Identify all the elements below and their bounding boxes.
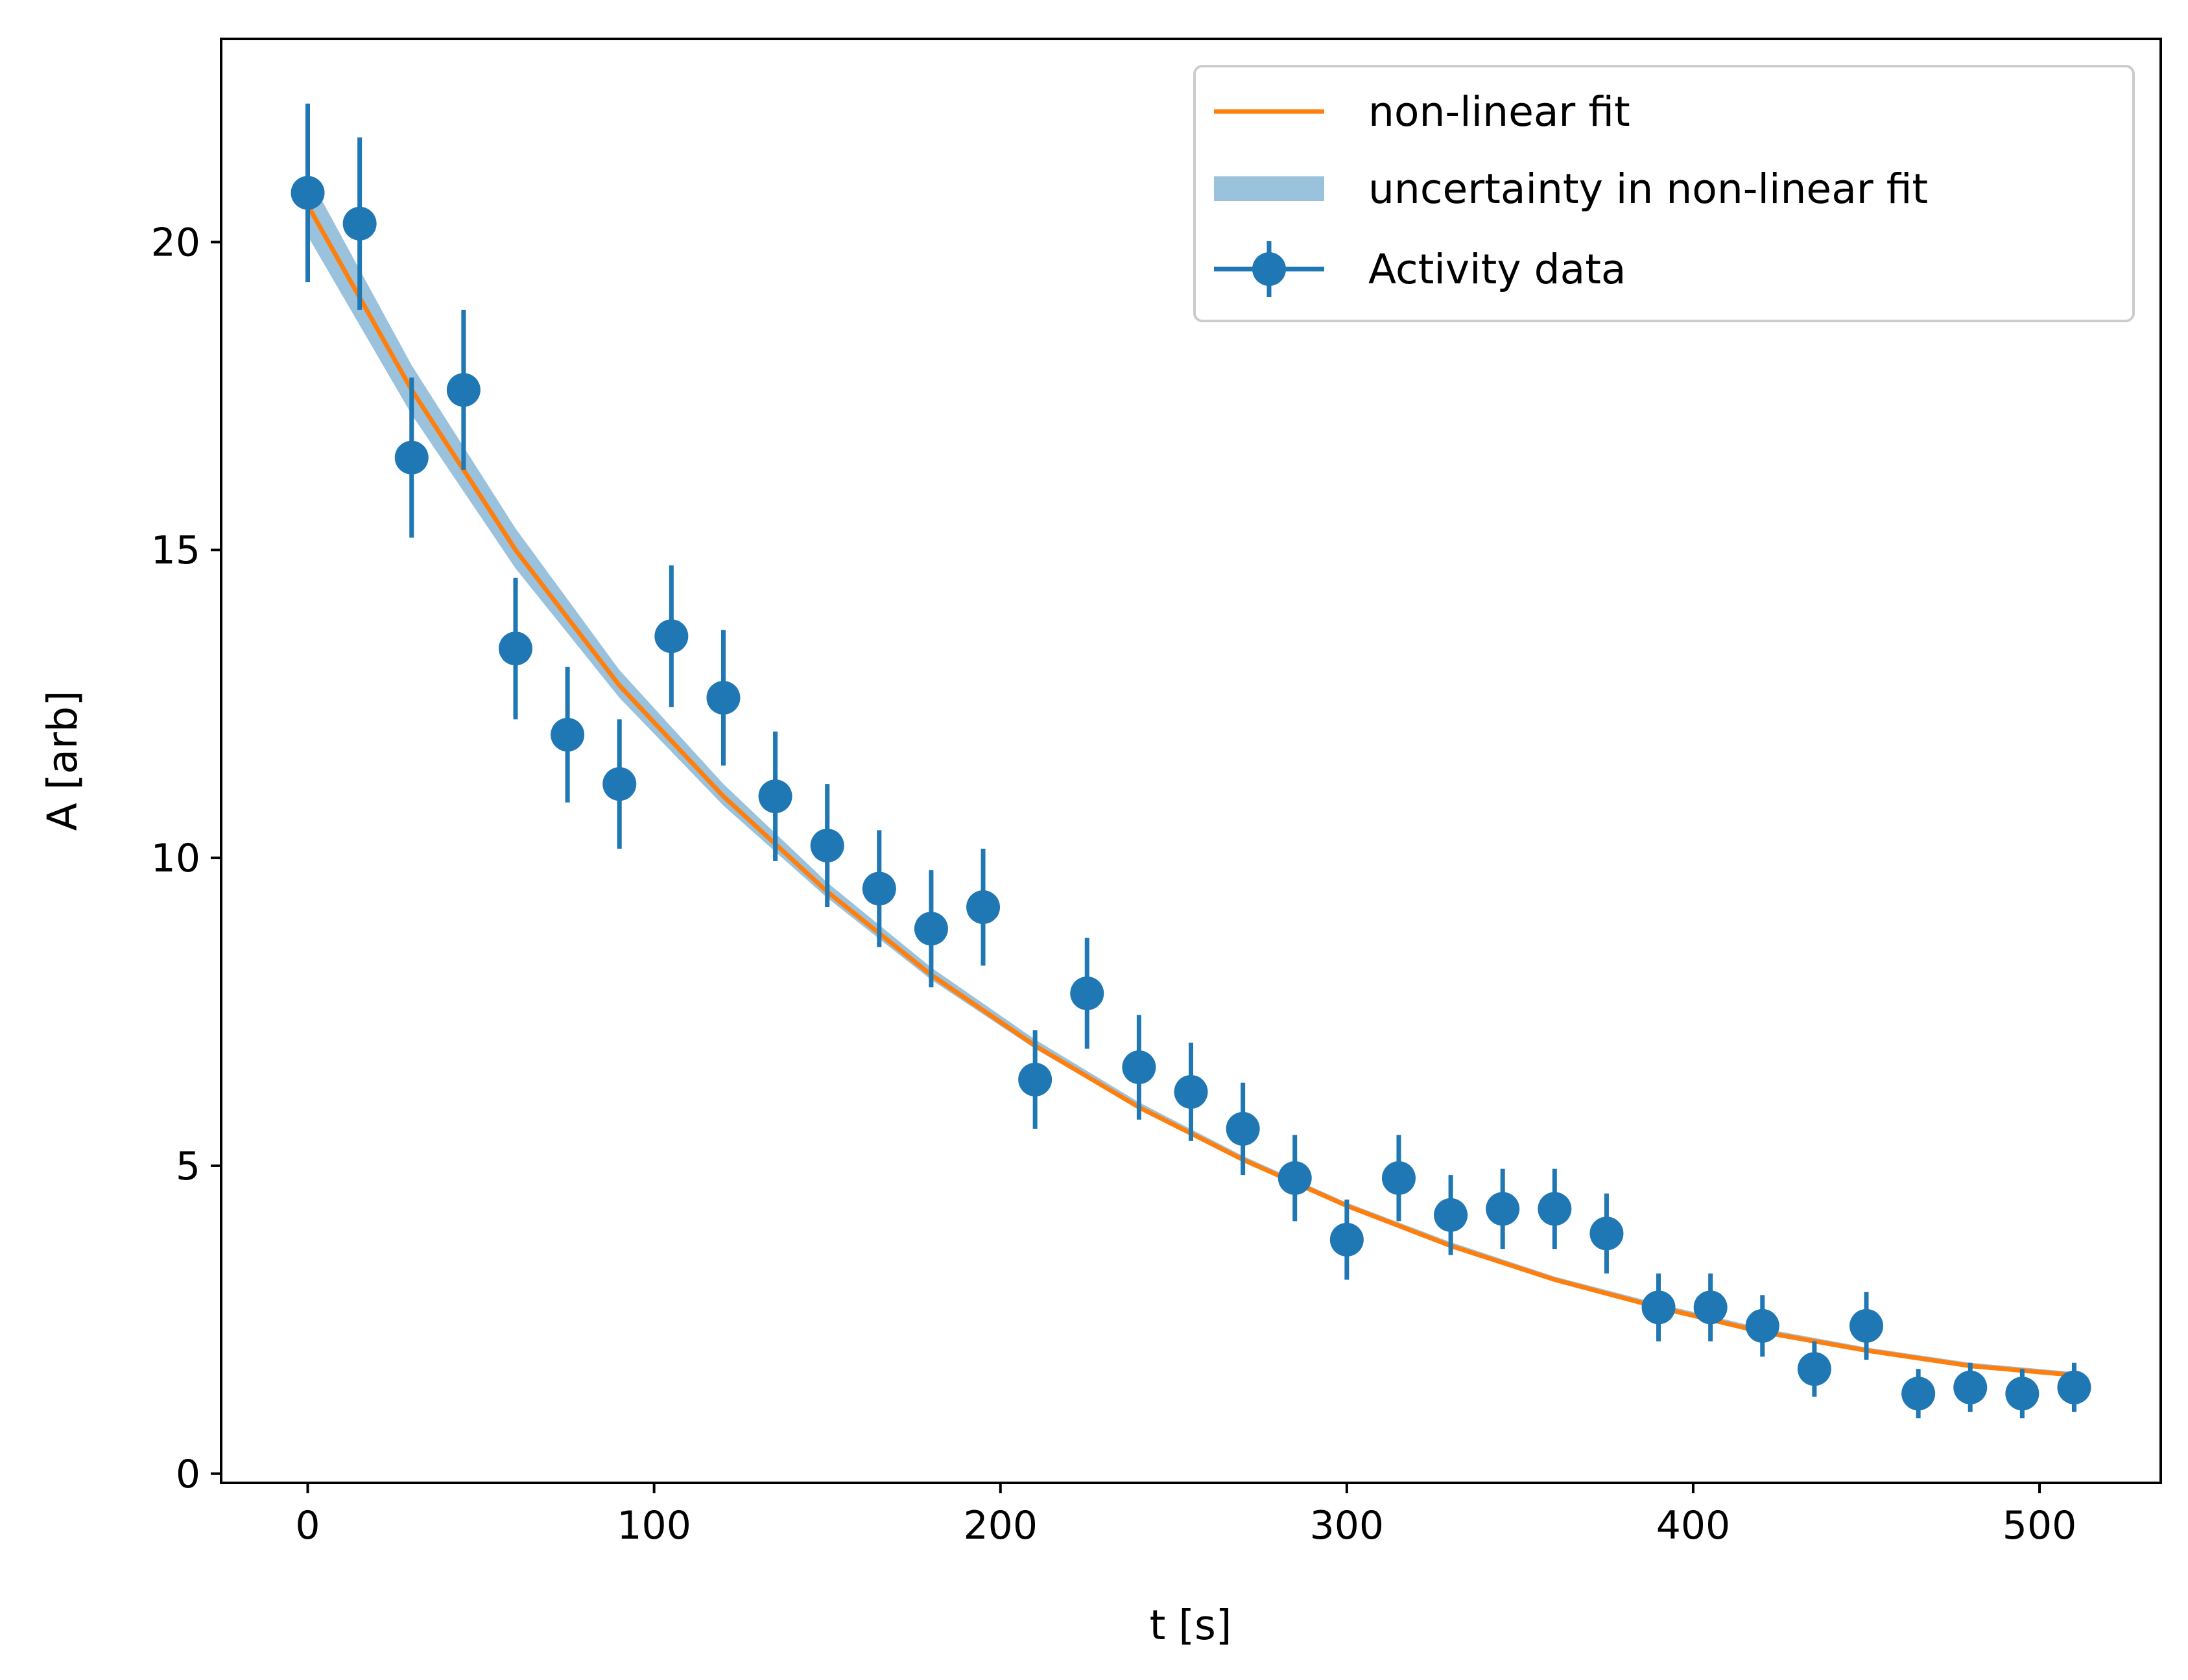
data-point <box>446 373 481 407</box>
data-point <box>394 440 429 475</box>
data-point <box>758 779 792 814</box>
y-tick-label: 10 <box>151 836 200 881</box>
legend-label-uncertainty: uncertainty in non-linear fit <box>1368 165 1928 213</box>
x-tick-label: 300 <box>1310 1503 1385 1548</box>
data-point <box>1797 1352 1831 1386</box>
data-point <box>1278 1161 1312 1195</box>
data-point <box>1226 1111 1260 1146</box>
legend-box <box>1193 65 2135 322</box>
plot-area <box>291 103 2091 1419</box>
data-point <box>2057 1370 2091 1404</box>
data-point <box>1953 1370 1988 1404</box>
legend-band-swatch <box>1214 176 1324 201</box>
data-point <box>498 632 532 666</box>
y-tick-label: 0 <box>176 1452 200 1497</box>
y-tick-label: 5 <box>176 1144 200 1189</box>
data-point <box>1538 1192 1572 1226</box>
data-point <box>1381 1161 1416 1195</box>
y-tick-label: 20 <box>151 220 200 265</box>
legend: non-linear fit uncertainty in non-linear… <box>1193 65 2135 322</box>
data-point <box>914 912 948 946</box>
x-axis: 0 100 200 300 400 500 <box>295 1483 2076 1548</box>
data-point <box>810 829 844 863</box>
data-point <box>1849 1308 1884 1343</box>
data-point <box>1434 1198 1468 1232</box>
data-point <box>551 718 585 752</box>
legend-label-activity: Activity data <box>1368 246 1626 293</box>
x-tick-label: 0 <box>295 1503 320 1548</box>
data-point <box>654 619 689 654</box>
data-point <box>2005 1377 2039 1411</box>
data-point <box>1174 1074 1208 1109</box>
x-tick-label: 200 <box>963 1503 1038 1548</box>
y-axis-title: A [arb] <box>39 691 86 831</box>
legend-label-fit: non-linear fit <box>1368 88 1630 136</box>
data-point <box>291 176 325 210</box>
x-tick-label: 400 <box>1656 1503 1731 1548</box>
data-point <box>1901 1377 1936 1411</box>
y-tick-label: 15 <box>151 528 200 573</box>
data-point <box>1329 1222 1364 1257</box>
x-axis-title: t [s] <box>1150 1602 1232 1649</box>
data-point <box>966 890 1001 925</box>
data-point <box>1641 1290 1676 1325</box>
data-point <box>862 871 896 906</box>
data-point <box>706 681 741 715</box>
x-tick-label: 500 <box>2003 1503 2077 1548</box>
data-point <box>602 767 637 801</box>
data-point <box>1018 1062 1052 1096</box>
data-point <box>1070 976 1104 1011</box>
data-point <box>1745 1308 1779 1343</box>
legend-errorbar-swatch-marker <box>1252 252 1286 286</box>
data-point <box>1589 1216 1624 1251</box>
data-point <box>1122 1050 1156 1084</box>
y-axis: 0 5 10 15 20 <box>151 220 221 1497</box>
x-tick-label: 100 <box>617 1503 691 1548</box>
axes-frame <box>220 38 2162 1484</box>
data-point <box>1693 1290 1728 1325</box>
data-point <box>1486 1192 1520 1226</box>
data-point <box>342 206 377 241</box>
